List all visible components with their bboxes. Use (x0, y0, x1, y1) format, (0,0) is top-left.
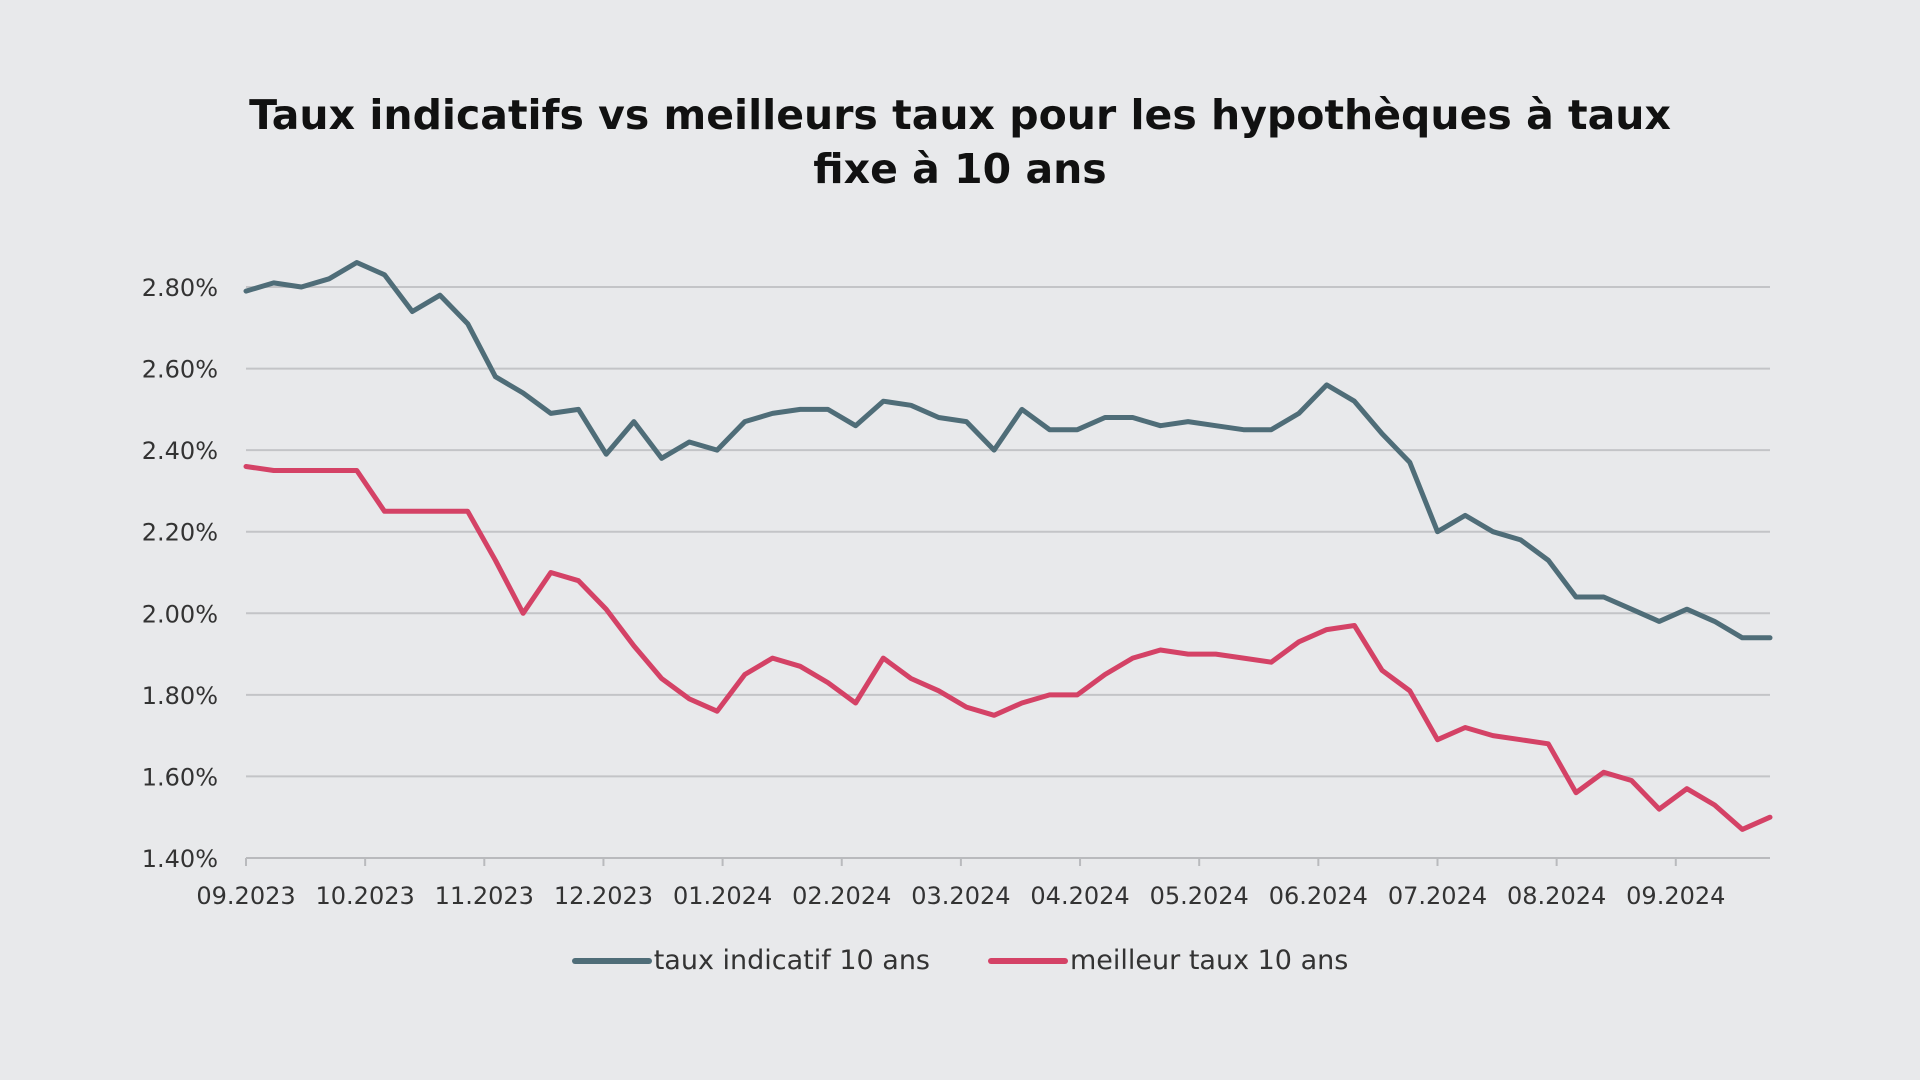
legend-item-meilleur-taux: meilleur taux 10 ans (988, 945, 1348, 976)
legend: taux indicatif 10 ans meilleur taux 10 a… (0, 945, 1920, 976)
y-tick-label: 1.80% (142, 682, 218, 710)
legend-label-taux-indicatif: taux indicatif 10 ans (653, 945, 930, 976)
legend-label-meilleur-taux: meilleur taux 10 ans (1070, 945, 1349, 976)
series-line-1 (243, 464, 1773, 832)
x-tick-label: 10.2023 (316, 882, 415, 910)
x-tick-label: 09.2024 (1626, 882, 1725, 910)
y-tick-label: 2.40% (142, 437, 218, 465)
y-tick-label: 2.20% (142, 519, 218, 547)
y-tick-label: 1.40% (142, 845, 218, 873)
legend-swatch-taux-indicatif (571, 957, 652, 964)
chart-title-line-2: fixe à 10 ans (813, 145, 1107, 193)
y-tick-label: 2.60% (142, 356, 218, 384)
x-tick-label: 11.2023 (435, 882, 534, 910)
y-tick-label: 1.60% (142, 763, 218, 791)
series-lines (243, 260, 1773, 832)
x-tick-label: 03.2024 (911, 882, 1010, 910)
chart-title: Taux indicatifs vs meilleurs taux pour l… (0, 88, 1920, 196)
series-line-0 (243, 260, 1773, 641)
x-tick-label: 07.2024 (1388, 882, 1487, 910)
x-tick-label: 06.2024 (1269, 882, 1368, 910)
axes (245, 857, 1770, 866)
x-tick-label: 01.2024 (673, 882, 772, 910)
x-tick-label: 04.2024 (1030, 882, 1129, 910)
grid-lines (246, 286, 1770, 778)
x-tick-label: 08.2024 (1507, 882, 1606, 910)
x-tick-label: 09.2023 (196, 882, 295, 910)
legend-item-taux-indicatif: taux indicatif 10 ans (571, 945, 930, 976)
chart-title-line-1: Taux indicatifs vs meilleurs taux pour l… (249, 91, 1671, 139)
y-tick-label: 2.00% (142, 600, 218, 628)
x-tick-label: 02.2024 (792, 882, 891, 910)
legend-swatch-meilleur-taux (988, 957, 1068, 964)
x-axis-tick-labels: 09.2023 10.2023 11.2023 12.2023 01.2024 02.20… (196, 882, 1725, 910)
y-axis-tick-labels: 1.40% 1.60% 1.80% 2.00% 2.20% 2.40% 2.60% 2.80% (142, 274, 218, 873)
y-tick-label: 2.80% (142, 274, 218, 302)
x-tick-label: 12.2023 (554, 882, 653, 910)
x-tick-label: 05.2024 (1150, 882, 1249, 910)
